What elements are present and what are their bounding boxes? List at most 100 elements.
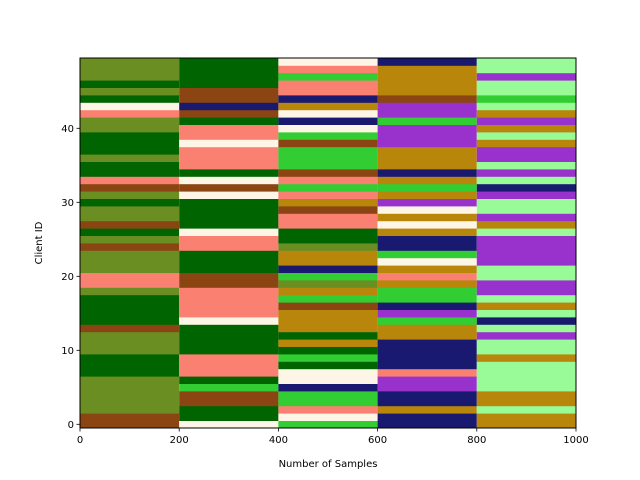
bar-segment bbox=[80, 169, 180, 177]
bar-segment bbox=[377, 95, 477, 103]
bar-segment bbox=[377, 228, 477, 236]
bar-segment bbox=[80, 265, 180, 273]
bar-segment bbox=[278, 346, 378, 355]
bar-segment bbox=[278, 280, 378, 288]
bar-segment bbox=[278, 413, 378, 421]
bar-segment bbox=[377, 87, 477, 96]
bar-segment bbox=[179, 109, 279, 118]
bar-segment bbox=[377, 146, 477, 155]
bar-segment bbox=[80, 272, 180, 281]
bar-segment bbox=[377, 117, 477, 125]
bar-segment bbox=[80, 280, 180, 288]
bar-segment bbox=[80, 420, 180, 429]
bar-segment bbox=[80, 361, 180, 370]
bar-segment bbox=[80, 391, 180, 399]
bar-segment bbox=[377, 109, 477, 118]
bar-segment bbox=[80, 183, 180, 192]
y-tick-label: 40 bbox=[61, 124, 74, 135]
bar-segment bbox=[80, 376, 180, 384]
bar-segment bbox=[377, 176, 477, 185]
bar-segment bbox=[278, 257, 378, 266]
bar-segment bbox=[278, 361, 378, 370]
bar-segment bbox=[179, 72, 279, 81]
bar-segment bbox=[377, 206, 477, 214]
bar-segment bbox=[377, 257, 477, 266]
bar-segment bbox=[476, 257, 576, 266]
bar-segment bbox=[179, 413, 279, 421]
bar-segment bbox=[377, 124, 477, 133]
bar-segment bbox=[278, 198, 378, 207]
bar-segment bbox=[476, 191, 576, 199]
bar-segment bbox=[377, 361, 477, 370]
bar-segment bbox=[377, 287, 477, 296]
bar-segment bbox=[476, 117, 576, 125]
bar-segment bbox=[476, 376, 576, 384]
bar-segment bbox=[179, 183, 279, 192]
bar-segment bbox=[278, 139, 378, 148]
bar-segment bbox=[80, 287, 180, 296]
bar-segment bbox=[377, 235, 477, 244]
bar-segment bbox=[377, 132, 477, 140]
bar-segment bbox=[377, 102, 477, 111]
bar-segment bbox=[179, 146, 279, 155]
bar-segment bbox=[278, 339, 378, 347]
bar-segment bbox=[278, 124, 378, 133]
bar-segment bbox=[476, 361, 576, 370]
bar-segment bbox=[278, 213, 378, 222]
bar-segment bbox=[179, 420, 279, 429]
bar-segment bbox=[80, 87, 180, 96]
bar-segment bbox=[179, 368, 279, 377]
bar-segment bbox=[377, 391, 477, 399]
bar-segment bbox=[179, 309, 279, 318]
bar-segment bbox=[179, 213, 279, 222]
bar-segment bbox=[80, 176, 180, 185]
bar-segment bbox=[179, 405, 279, 414]
bar-segment bbox=[179, 383, 279, 392]
y-tick-label: 30 bbox=[61, 198, 74, 209]
bar-segment bbox=[377, 420, 477, 429]
bar-segment bbox=[476, 405, 576, 414]
bar-segment bbox=[278, 154, 378, 162]
bar-segment bbox=[377, 213, 477, 222]
bar-segment bbox=[377, 80, 477, 88]
bar-segment bbox=[179, 102, 279, 111]
bar-segment bbox=[377, 331, 477, 340]
bar-segment bbox=[80, 317, 180, 325]
bar-segment bbox=[476, 354, 576, 362]
bar-segment bbox=[377, 191, 477, 199]
bar-segment bbox=[278, 183, 378, 192]
bar-segment bbox=[179, 117, 279, 125]
x-tick-label: 0 bbox=[77, 435, 83, 446]
bar-segment bbox=[377, 72, 477, 81]
bar-segment bbox=[476, 324, 576, 333]
bar-segment bbox=[476, 72, 576, 81]
bar-segment bbox=[278, 354, 378, 362]
bar-segment bbox=[278, 250, 378, 259]
bar-segment bbox=[377, 324, 477, 333]
bar-segment bbox=[179, 235, 279, 244]
bar-segment bbox=[179, 161, 279, 170]
bar-segment bbox=[377, 339, 477, 347]
bar-segment bbox=[476, 58, 576, 66]
bar-segment bbox=[278, 287, 378, 296]
bar-segment bbox=[80, 368, 180, 377]
bar-segment bbox=[476, 95, 576, 103]
bar-segment bbox=[278, 235, 378, 244]
bar-segment bbox=[80, 109, 180, 118]
bar-segment bbox=[476, 206, 576, 214]
bar-segment bbox=[80, 413, 180, 421]
bar-segment bbox=[377, 309, 477, 318]
bar-segment bbox=[476, 198, 576, 207]
bar-segment bbox=[179, 287, 279, 296]
bar-segment bbox=[80, 398, 180, 407]
y-axis: 0 10 20 30 40 bbox=[61, 124, 80, 431]
bar-segment bbox=[278, 294, 378, 303]
bar-segment bbox=[80, 213, 180, 222]
bar-segment bbox=[179, 354, 279, 362]
bar-segment bbox=[377, 354, 477, 362]
bar-segment bbox=[377, 243, 477, 251]
bar-segment bbox=[476, 309, 576, 318]
bar-segment bbox=[179, 124, 279, 133]
bar-segment bbox=[278, 169, 378, 177]
bar-segment bbox=[278, 272, 378, 281]
